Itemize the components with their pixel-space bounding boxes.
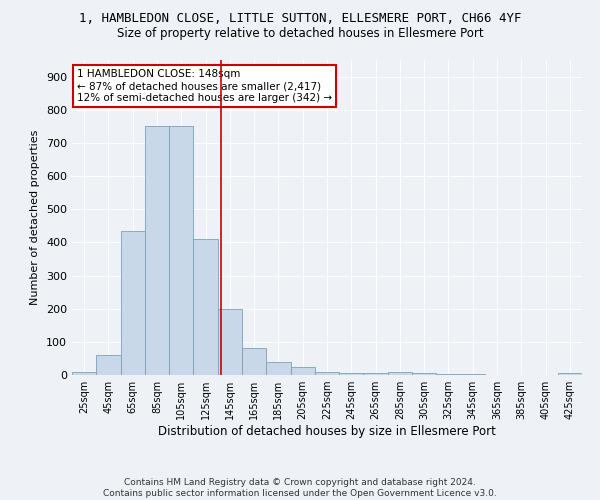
Bar: [388, 372, 412, 375]
Bar: [339, 374, 364, 375]
Bar: [315, 372, 339, 375]
Bar: [558, 374, 582, 375]
Text: 1 HAMBLEDON CLOSE: 148sqm
← 87% of detached houses are smaller (2,417)
12% of se: 1 HAMBLEDON CLOSE: 148sqm ← 87% of detac…: [77, 70, 332, 102]
Bar: [145, 126, 169, 375]
Bar: [290, 366, 315, 375]
Bar: [461, 374, 485, 375]
Bar: [436, 374, 461, 375]
Text: Contains HM Land Registry data © Crown copyright and database right 2024.
Contai: Contains HM Land Registry data © Crown c…: [103, 478, 497, 498]
Y-axis label: Number of detached properties: Number of detached properties: [31, 130, 40, 305]
Text: 1, HAMBLEDON CLOSE, LITTLE SUTTON, ELLESMERE PORT, CH66 4YF: 1, HAMBLEDON CLOSE, LITTLE SUTTON, ELLES…: [79, 12, 521, 26]
Bar: [169, 126, 193, 375]
Bar: [121, 231, 145, 375]
Bar: [242, 348, 266, 375]
Bar: [96, 355, 121, 375]
Bar: [364, 374, 388, 375]
X-axis label: Distribution of detached houses by size in Ellesmere Port: Distribution of detached houses by size …: [158, 425, 496, 438]
Bar: [218, 308, 242, 375]
Bar: [266, 362, 290, 375]
Bar: [193, 239, 218, 375]
Bar: [412, 374, 436, 375]
Bar: [72, 372, 96, 375]
Text: Size of property relative to detached houses in Ellesmere Port: Size of property relative to detached ho…: [116, 28, 484, 40]
